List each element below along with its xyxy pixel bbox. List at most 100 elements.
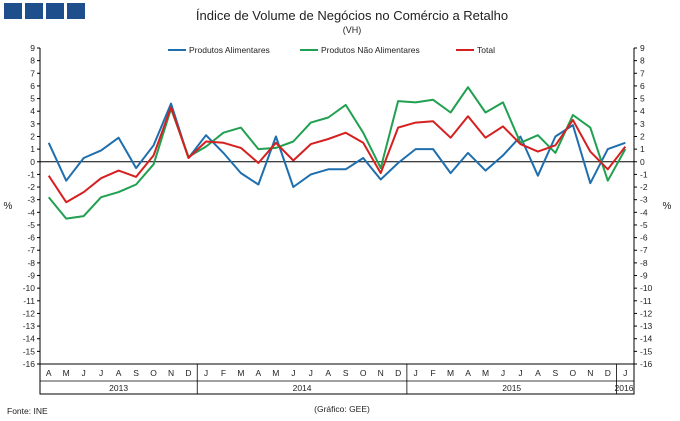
x-tick-label: F [430,368,435,378]
legend-entry: Produtos Alimentares [189,45,270,55]
y-tick-label: 8 [30,56,35,66]
x-tick-label: S [343,368,349,378]
logo-square [4,3,22,19]
y-tick-label: 1 [640,144,645,154]
y-tick-label: -4 [640,207,648,217]
credit-note: (Gráfico: GEE) [314,404,370,414]
x-tick-label: N [378,368,384,378]
y-axis-label-right: % [663,201,672,212]
x-tick-label: J [291,368,295,378]
x-tick-label: A [116,368,122,378]
x-tick-label: J [309,368,313,378]
y-tick-label: -7 [640,245,648,255]
year-label: 2015 [502,383,521,393]
x-tick-label: J [413,368,417,378]
x-tick-label: D [605,368,611,378]
y-tick-label: -5 [27,220,35,230]
y-tick-label: -3 [27,195,35,205]
x-axis-box [39,363,635,395]
x-tick-label: A [46,368,52,378]
y-tick-label: -2 [27,182,35,192]
x-tick-label: A [256,368,262,378]
y-tick-label: -10 [23,283,36,293]
x-tick-label: A [325,368,331,378]
source-note: Fonte: INE [7,406,48,416]
x-tick-label: J [623,368,627,378]
x-tick-label: O [360,368,367,378]
x-tick-label: A [465,368,471,378]
y-tick-label: -8 [27,258,35,268]
x-tick-label: M [272,368,279,378]
y-tick-label: -7 [27,245,35,255]
logo-square [67,3,85,19]
x-tick-label: M [447,368,454,378]
y-tick-label: 3 [640,119,645,129]
series-line [47,106,627,204]
y-tick-label: -3 [640,195,648,205]
y-tick-label: -2 [640,182,648,192]
y-tick-label: -9 [640,271,648,281]
y-tick-label: 6 [30,81,35,91]
y-tick-label: 4 [30,106,35,116]
logo-square [25,3,43,19]
x-tick-label: D [395,368,401,378]
y-tick-label: -11 [23,296,35,306]
y-tick-label: 2 [30,131,35,141]
y-tick-label: -8 [640,258,648,268]
chart-legend: Produtos Alimentares Produtos Não Aliment… [168,45,495,55]
y-tick-label: -5 [640,220,648,230]
y-axis-left: 9 8 7 6 5 4 3 2 1 0 -1 -2 -3 -4 -5 -6 -7 -8 -9 -10 -11 -12 -13… [23,43,40,369]
y-tick-label: -11 [640,296,652,306]
y-tick-label: -14 [640,334,653,344]
y-tick-label: -12 [23,308,36,318]
y-tick-label: 7 [30,68,35,78]
y-tick-label: 8 [640,56,645,66]
legend-entry: Total [477,45,495,55]
y-tick-label: -4 [27,207,35,217]
y-tick-label: 5 [640,94,645,104]
y-tick-label: -15 [23,346,36,356]
x-tick-label: M [482,368,489,378]
x-tick-label: J [518,368,522,378]
x-tick-label: D [185,368,191,378]
chart-title: Índice de Volume de Negócios no Comércio… [196,8,508,23]
x-tick-label: O [150,368,157,378]
y-tick-label: 7 [640,68,645,78]
y-tick-label: -16 [640,359,653,369]
y-tick-label: -9 [27,271,35,281]
y-tick-label: -14 [23,334,36,344]
x-tick-label: N [587,368,593,378]
y-tick-label: 5 [30,94,35,104]
x-tick-label: O [570,368,577,378]
y-tick-label: -1 [27,169,35,179]
y-tick-label: -1 [640,169,648,179]
y-tick-label: -10 [640,283,653,293]
y-tick-label: 3 [30,119,35,129]
y-tick-label: -13 [640,321,653,331]
year-label: 2016 [615,383,634,393]
y-axis-right: 9 8 7 6 5 4 3 2 1 0 -1 -2 -3 -4 -5 -6 -7 -8 -9 -10 -11 -12 -13… [634,43,653,369]
y-tick-label: -12 [640,308,653,318]
y-tick-label: -15 [640,346,653,356]
x-tick-label: S [133,368,139,378]
y-tick-label: 4 [640,106,645,116]
series-line [47,86,627,220]
y-tick-label: -16 [23,359,36,369]
y-axis-label-left: % [4,201,13,212]
y-tick-label: -6 [640,233,648,243]
x-tick-label: J [99,368,103,378]
year-label: 2013 [109,383,128,393]
x-tick-label: J [204,368,208,378]
y-tick-label: 6 [640,81,645,91]
y-tick-label: 0 [640,157,645,167]
ine-logo [4,3,85,19]
y-tick-label: 0 [30,157,35,167]
legend-entry: Produtos Não Alimentares [321,45,420,55]
series-lines [47,86,627,220]
x-tick-label: S [553,368,559,378]
x-tick-label: J [82,368,86,378]
x-tick-label: N [168,368,174,378]
x-tick-label: A [535,368,541,378]
